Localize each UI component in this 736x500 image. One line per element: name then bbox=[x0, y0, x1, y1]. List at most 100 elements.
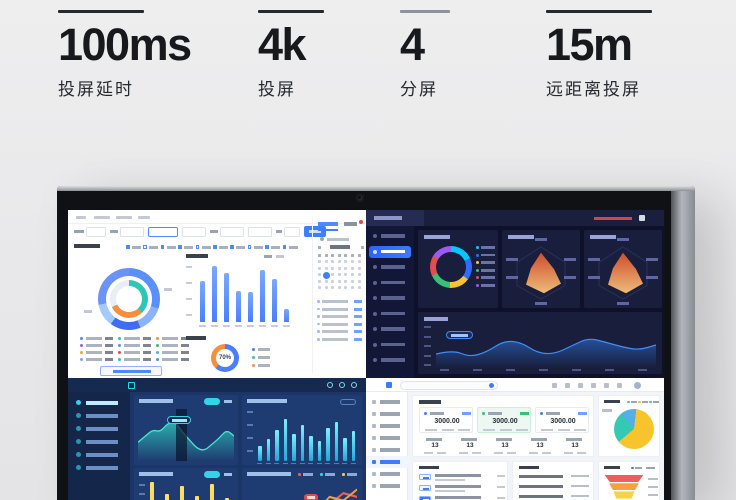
sidebar-item-label[interactable] bbox=[381, 249, 405, 253]
sidebar-item-label[interactable] bbox=[380, 424, 400, 428]
sidebar-item-label[interactable] bbox=[381, 296, 405, 300]
calendar-day[interactable] bbox=[344, 286, 348, 290]
row-action[interactable] bbox=[497, 497, 505, 499]
calendar-next-icon[interactable] bbox=[361, 246, 364, 249]
sidebar-item-label[interactable] bbox=[380, 460, 400, 464]
filter-input[interactable] bbox=[148, 226, 178, 237]
toolbar-icon[interactable] bbox=[604, 382, 609, 388]
sidebar-item-label[interactable] bbox=[86, 453, 118, 457]
calendar-day[interactable] bbox=[331, 273, 335, 277]
legend-checkbox[interactable] bbox=[265, 245, 269, 249]
filter-input[interactable] bbox=[248, 226, 272, 237]
sidebar-item-label[interactable] bbox=[86, 401, 118, 405]
user-icon[interactable] bbox=[639, 215, 645, 221]
row-action[interactable] bbox=[497, 486, 505, 488]
sidebar-item-label[interactable] bbox=[381, 280, 405, 284]
toolbar-icon[interactable] bbox=[617, 382, 622, 388]
sidebar-item-label[interactable] bbox=[380, 448, 400, 452]
calendar-day[interactable] bbox=[318, 266, 321, 270]
calendar-day[interactable] bbox=[324, 286, 328, 290]
calendar-day[interactable] bbox=[318, 273, 321, 277]
toggle-pill[interactable] bbox=[204, 471, 220, 478]
sidebar-item-label[interactable] bbox=[380, 484, 400, 488]
sidebar-item-label[interactable] bbox=[86, 414, 118, 418]
calendar-day-selected[interactable] bbox=[322, 271, 330, 279]
row-action[interactable] bbox=[497, 475, 505, 477]
calendar-day[interactable] bbox=[337, 286, 341, 290]
legend-checkbox[interactable] bbox=[213, 245, 217, 249]
toolbar-icon[interactable] bbox=[565, 382, 570, 388]
filter-toggle[interactable] bbox=[340, 399, 356, 405]
legend-checkbox[interactable] bbox=[178, 245, 182, 249]
filter-input[interactable] bbox=[86, 226, 106, 237]
calendar-day[interactable] bbox=[351, 260, 354, 263]
calendar-day[interactable] bbox=[344, 273, 348, 277]
detail-button[interactable] bbox=[100, 366, 162, 376]
calendar-prev-icon[interactable] bbox=[318, 246, 321, 249]
calendar-day[interactable] bbox=[344, 279, 348, 283]
calendar-day[interactable] bbox=[324, 279, 328, 283]
sidebar-item-label[interactable] bbox=[381, 265, 405, 269]
filter-input[interactable] bbox=[182, 226, 206, 237]
event-link[interactable] bbox=[354, 315, 362, 319]
calendar-day[interactable] bbox=[351, 273, 354, 277]
calendar-day[interactable] bbox=[344, 266, 348, 270]
bar-chart-filter[interactable] bbox=[264, 254, 272, 258]
sidebar-item-label[interactable] bbox=[380, 400, 400, 404]
calendar-day[interactable] bbox=[351, 286, 354, 290]
avatar[interactable] bbox=[634, 381, 641, 389]
toolbar-icon[interactable] bbox=[591, 382, 596, 388]
filter-input[interactable] bbox=[284, 226, 300, 237]
calendar-day[interactable] bbox=[331, 286, 335, 290]
sidebar-item-label[interactable] bbox=[380, 436, 400, 440]
sidebar-item-label[interactable] bbox=[381, 234, 405, 238]
legend-checkbox[interactable] bbox=[282, 245, 287, 249]
calendar-day[interactable] bbox=[318, 286, 321, 290]
event-link[interactable] bbox=[354, 330, 362, 334]
calendar-day[interactable] bbox=[318, 260, 321, 263]
sidebar-item-label[interactable] bbox=[381, 311, 405, 315]
toggle-pill[interactable] bbox=[204, 398, 220, 405]
search-icon[interactable] bbox=[489, 383, 494, 388]
menu-icon[interactable] bbox=[386, 382, 392, 388]
legend-checkbox[interactable] bbox=[195, 245, 200, 249]
calendar-day[interactable] bbox=[337, 260, 341, 263]
calendar-day[interactable] bbox=[324, 260, 328, 263]
calendar-day[interactable] bbox=[357, 279, 361, 283]
sidebar-item-label[interactable] bbox=[381, 342, 405, 346]
calendar-day[interactable] bbox=[351, 279, 354, 283]
legend-checkbox[interactable] bbox=[143, 245, 147, 249]
calendar-day[interactable] bbox=[324, 266, 328, 270]
calendar-day[interactable] bbox=[331, 279, 335, 283]
sidebar-item-label[interactable] bbox=[381, 358, 405, 362]
bell-icon[interactable] bbox=[339, 382, 345, 388]
calendar-day[interactable] bbox=[331, 260, 335, 263]
legend-checkbox[interactable] bbox=[126, 245, 130, 249]
row-tag[interactable] bbox=[419, 474, 431, 480]
search-button[interactable] bbox=[304, 226, 326, 237]
calendar-day[interactable] bbox=[344, 260, 348, 263]
event-link[interactable] bbox=[354, 322, 362, 326]
event-link[interactable] bbox=[354, 338, 362, 341]
legend-checkbox[interactable] bbox=[247, 245, 252, 249]
search-input[interactable] bbox=[400, 380, 498, 390]
toolbar-icon[interactable] bbox=[552, 382, 557, 388]
calendar-day[interactable] bbox=[337, 273, 341, 277]
stat-link[interactable] bbox=[462, 412, 471, 415]
calendar-day[interactable] bbox=[351, 266, 354, 270]
stat-link[interactable] bbox=[578, 412, 587, 415]
sidebar-item-label[interactable] bbox=[380, 412, 400, 416]
user-icon[interactable] bbox=[351, 382, 357, 388]
toolbar-icon[interactable] bbox=[578, 382, 583, 388]
calendar-day[interactable] bbox=[357, 273, 361, 277]
legend-checkbox[interactable] bbox=[230, 245, 234, 249]
calendar-day[interactable] bbox=[337, 279, 341, 283]
sidebar-item-label[interactable] bbox=[86, 466, 118, 470]
filter-input[interactable] bbox=[120, 226, 144, 237]
search-icon[interactable] bbox=[327, 382, 333, 388]
calendar-day[interactable] bbox=[331, 266, 335, 270]
sidebar-item-label[interactable] bbox=[380, 472, 400, 476]
sidebar-item-label[interactable] bbox=[381, 327, 405, 331]
bar-chart-filter[interactable] bbox=[276, 254, 284, 258]
event-link[interactable] bbox=[354, 307, 362, 311]
